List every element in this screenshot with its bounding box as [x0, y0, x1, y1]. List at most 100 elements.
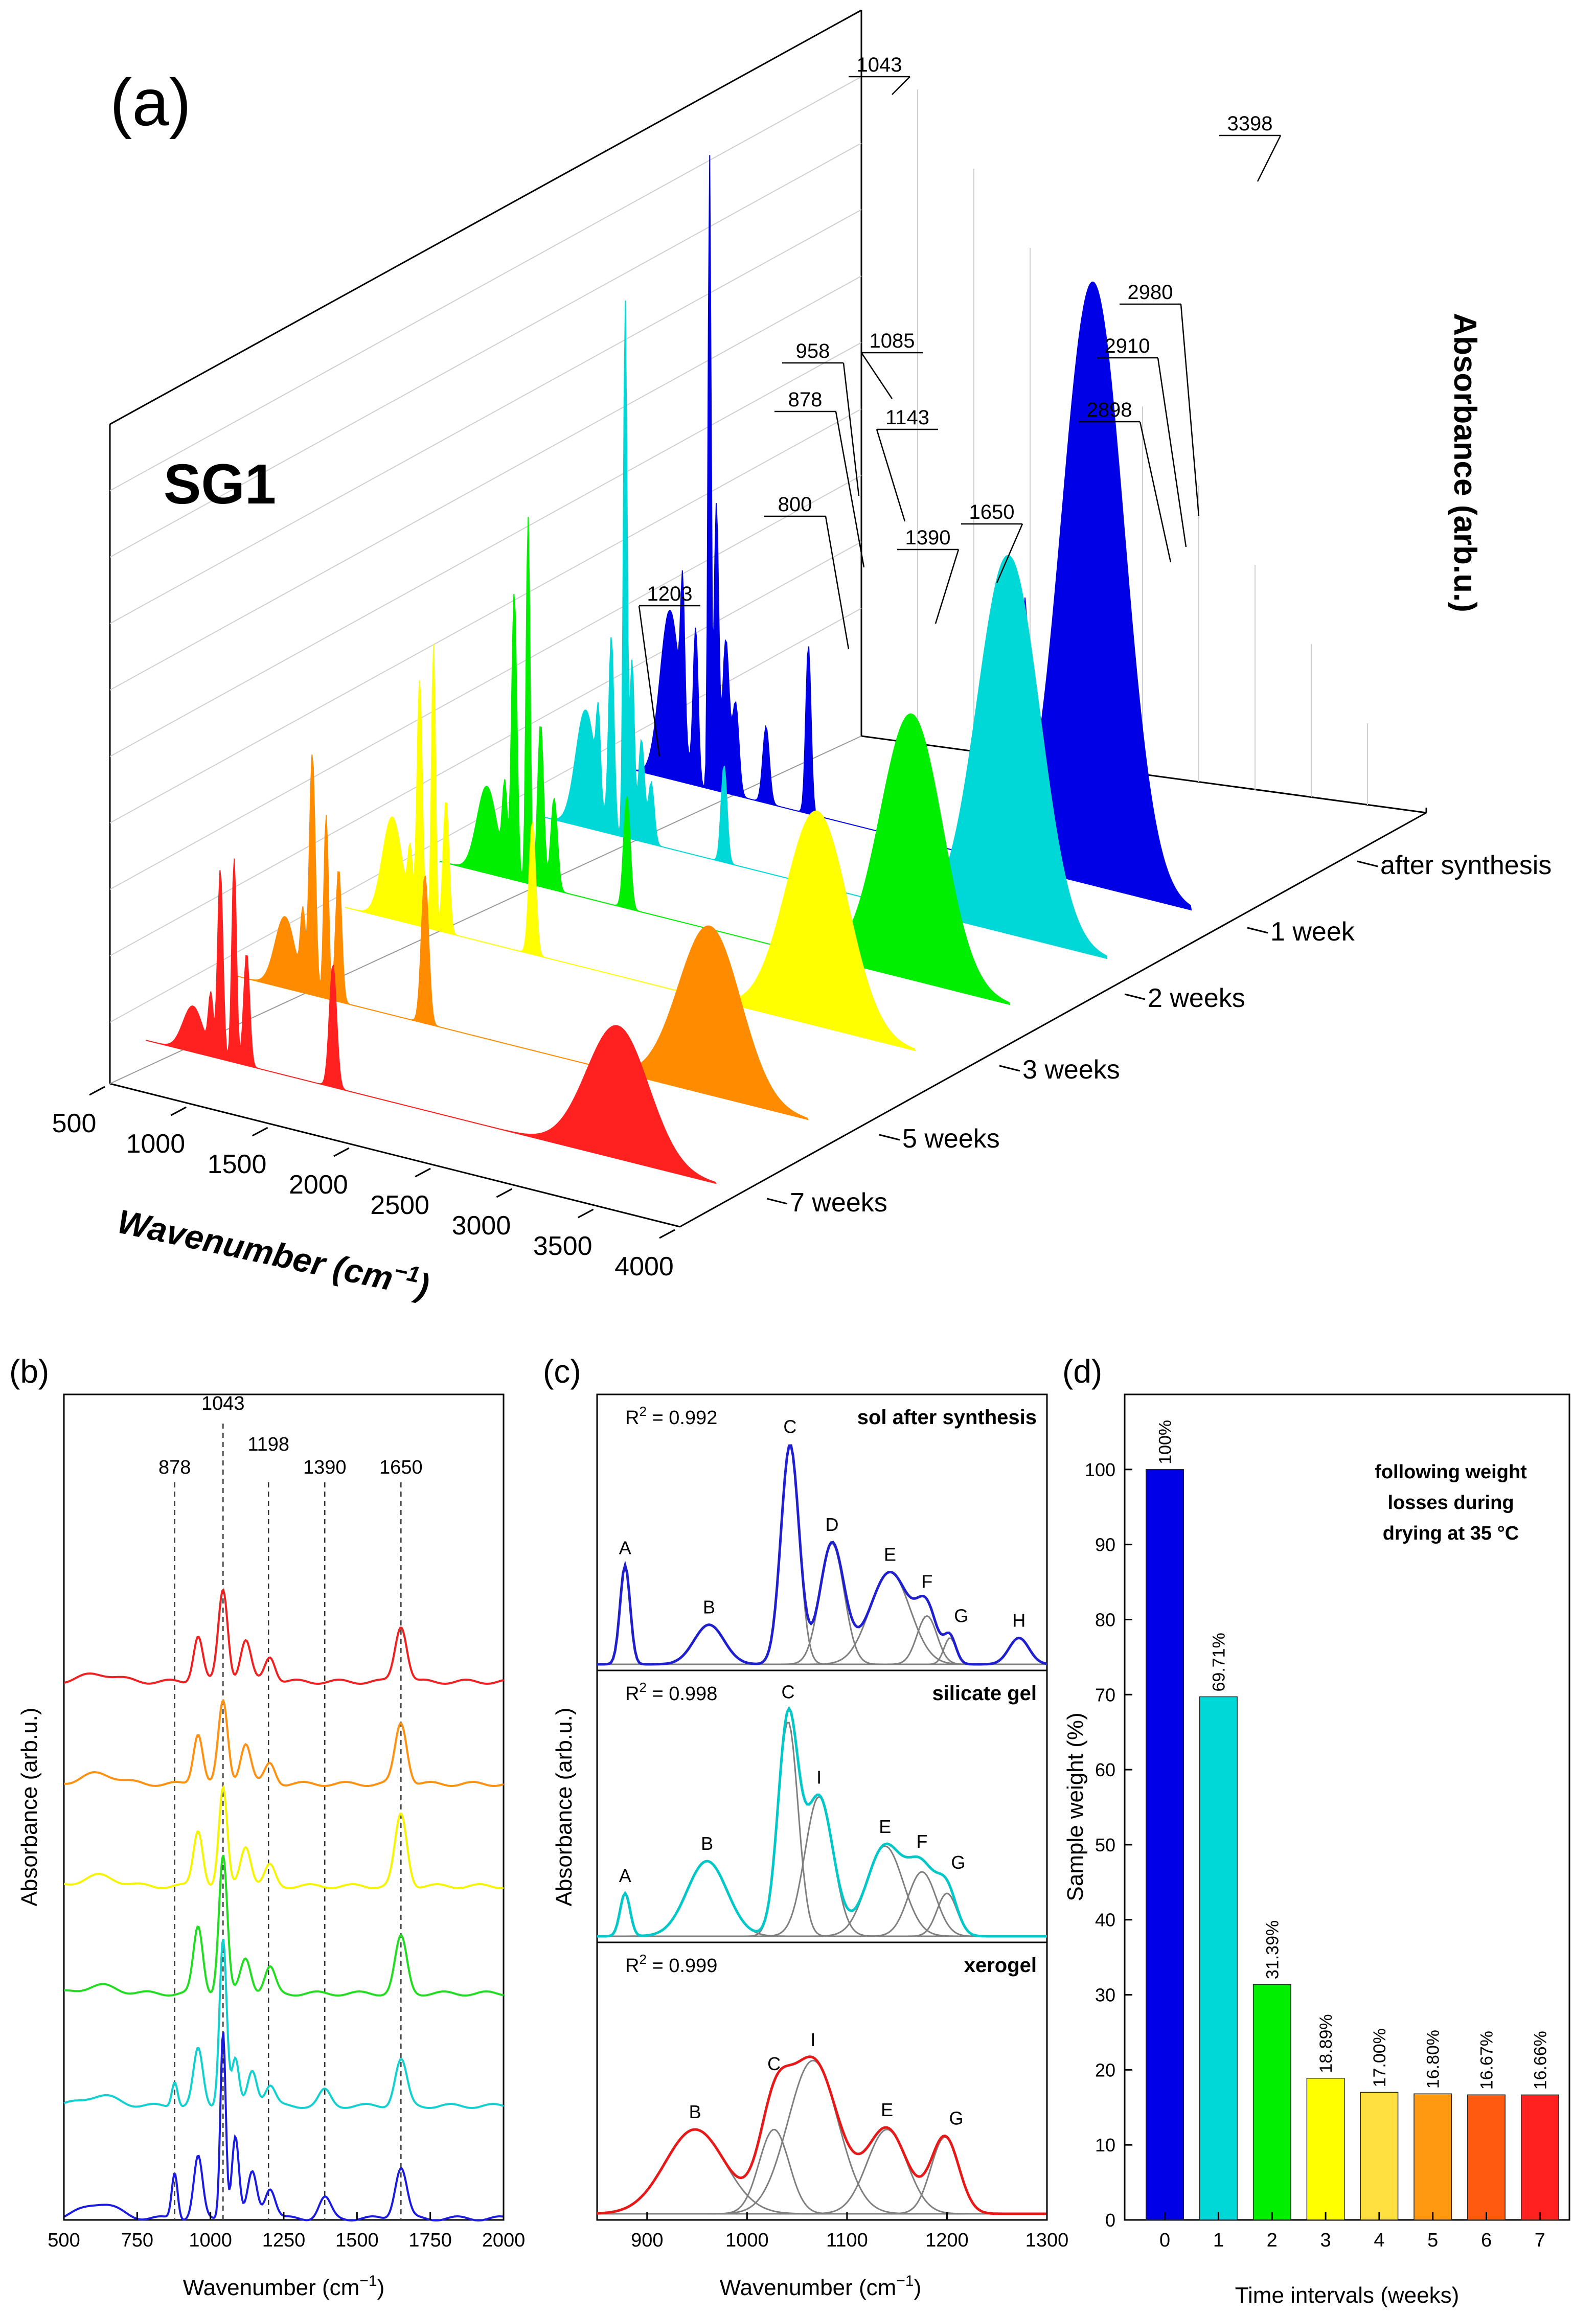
peak-label-1043: 1043	[857, 54, 902, 76]
x-tick-label: 5	[1427, 2230, 1438, 2251]
fit-component	[597, 1571, 1047, 1665]
y-tick-label: 10	[1095, 2135, 1115, 2156]
fit-component	[597, 1637, 1047, 1665]
peak-label-1085: 1085	[870, 330, 915, 352]
grid-line	[109, 342, 862, 757]
x-tick-label: 1000	[189, 2230, 232, 2251]
bar-week-5	[1413, 2093, 1452, 2220]
fit-component	[597, 2059, 1047, 2215]
panel-c-y-axis-title: Absorbance (arb.u.)	[552, 1708, 577, 1907]
x-tick-label: 900	[631, 2230, 663, 2251]
panel-b-series-1	[63, 1939, 504, 2110]
peak-label-B: B	[701, 1833, 713, 1854]
series-tick	[1357, 860, 1378, 867]
y-tick-label: 90	[1095, 1534, 1115, 1555]
panel-b-x-sup: −1	[359, 2273, 377, 2289]
panel-a-x-label-sup: −1	[392, 1258, 422, 1288]
bar-value-label: 31.39%	[1263, 1920, 1282, 1979]
bar-value-label: 16.80%	[1424, 2030, 1443, 2089]
fit-component	[597, 1615, 1047, 1665]
peak-pointer	[842, 362, 860, 496]
panel-a-spectra	[145, 155, 1192, 1184]
peak-label-958: 958	[796, 340, 830, 362]
series-label: 5 weeks	[902, 1124, 1000, 1154]
x-tick-label: 1250	[262, 2230, 306, 2251]
x-tick-label: 0	[1159, 2230, 1170, 2251]
y-tick-label: 100	[1085, 1459, 1115, 1480]
peak-label-A: A	[619, 1865, 631, 1886]
spectrum-3-weeks	[345, 644, 916, 1051]
panel-c-tag: (c)	[543, 1353, 581, 1390]
grid-line	[109, 143, 862, 558]
series-label: 7 weeks	[790, 1188, 887, 1218]
y-tick-label: 60	[1095, 1759, 1115, 1780]
marker-label-1390: 1390	[303, 1457, 347, 1478]
x-tick-label: 1000	[126, 1129, 185, 1159]
x-tick-label: 1000	[725, 2230, 769, 2251]
peak-pointer	[835, 411, 865, 568]
bar-value-label: 100%	[1156, 1420, 1175, 1464]
tick-mark	[170, 1106, 187, 1116]
panel-b-series-3	[63, 1784, 504, 1890]
tick-mark	[496, 1188, 513, 1198]
panel-b-x-label: Wavenumber (cm	[183, 2275, 360, 2300]
bar-value-label: 69.71%	[1209, 1633, 1228, 1691]
peak-label-G: G	[951, 1852, 965, 1873]
peak-label-878: 878	[788, 388, 823, 411]
x-tick-label: 2	[1267, 2230, 1278, 2251]
fit-component	[597, 2128, 1047, 2215]
bar-value-label: 17.00%	[1370, 2028, 1389, 2087]
x-tick-label: 7	[1535, 2230, 1545, 2251]
x-tick-label: 3500	[533, 1231, 592, 1261]
panel-a-x-ticks: 500 1000 1500 2000 2500 3000 3500 4000	[52, 1086, 675, 1281]
panel-d-note-line-1: following weight	[1375, 1461, 1527, 1483]
panel-b-x-axis-title: Wavenumber (cm−1)	[183, 2273, 384, 2300]
fit-component	[597, 1624, 1047, 1665]
bar-value-label: 16.67%	[1477, 2031, 1497, 2090]
peak-label-F: F	[921, 1571, 932, 1592]
bar-week-0	[1146, 1469, 1184, 2220]
y-tick-label: 0	[1105, 2210, 1115, 2231]
panel-b-series-2	[63, 1854, 504, 1997]
peak-label-F: F	[917, 1831, 928, 1852]
x-tick-label: 2500	[370, 1190, 429, 1220]
x-tick-label: 750	[121, 2230, 153, 2251]
peak-label-1203: 1203	[647, 583, 693, 605]
panel-c-x-label: Wavenumber (cm	[720, 2275, 897, 2300]
fit-component	[597, 1871, 1047, 1937]
series-tick	[879, 1134, 900, 1141]
tick-mark	[333, 1147, 350, 1157]
marker-label-1650: 1650	[379, 1457, 423, 1478]
panel-a-peak-labels: 1043 958 878 800 1085 1143 1390 1650 1203 2898 291…	[638, 54, 1282, 757]
bar-value-label: 16.66%	[1531, 2031, 1550, 2090]
peak-label-800: 800	[778, 493, 812, 516]
tick-mark	[578, 1208, 594, 1219]
peak-label-E: E	[879, 1816, 891, 1837]
panel-c-x-axis-title: Wavenumber (cm−1)	[720, 2273, 921, 2300]
y-tick-label: 30	[1095, 1985, 1115, 2006]
peak-label-A: A	[619, 1538, 631, 1558]
y-tick-label: 20	[1095, 2059, 1115, 2080]
fit-envelope	[597, 2055, 1047, 2215]
fit-component	[597, 1445, 1047, 1665]
series-label: after synthesis	[1380, 851, 1552, 880]
panel-c-plot: R2 = 0.992 sol after synthesis A B C D E F G H R2 …	[597, 1404, 1047, 2215]
bar-week-2	[1252, 1984, 1291, 2220]
peak-label-E: E	[881, 2099, 893, 2120]
marker-label-878: 878	[158, 1457, 191, 1478]
fit-component	[597, 1845, 1047, 1937]
fit-component	[597, 1543, 1047, 1665]
peak-label-1650: 1650	[969, 501, 1015, 523]
panel-c-x-close: )	[914, 2275, 922, 2300]
peak-label-D: D	[826, 1514, 839, 1535]
panel-c-frame	[596, 1393, 1048, 2221]
peak-pointer	[1180, 304, 1200, 517]
peak-label-I: I	[810, 2029, 815, 2050]
r2-label: R2 = 0.998	[625, 1680, 717, 1705]
panel-a-series-labels: after synthesis 1 week 2 weeks 3 weeks 5 wee…	[766, 851, 1552, 1218]
tick-mark	[659, 1229, 675, 1239]
panel-d-y-label: Sample weight (%)	[1063, 1712, 1088, 1901]
peak-label-1390: 1390	[905, 526, 951, 549]
